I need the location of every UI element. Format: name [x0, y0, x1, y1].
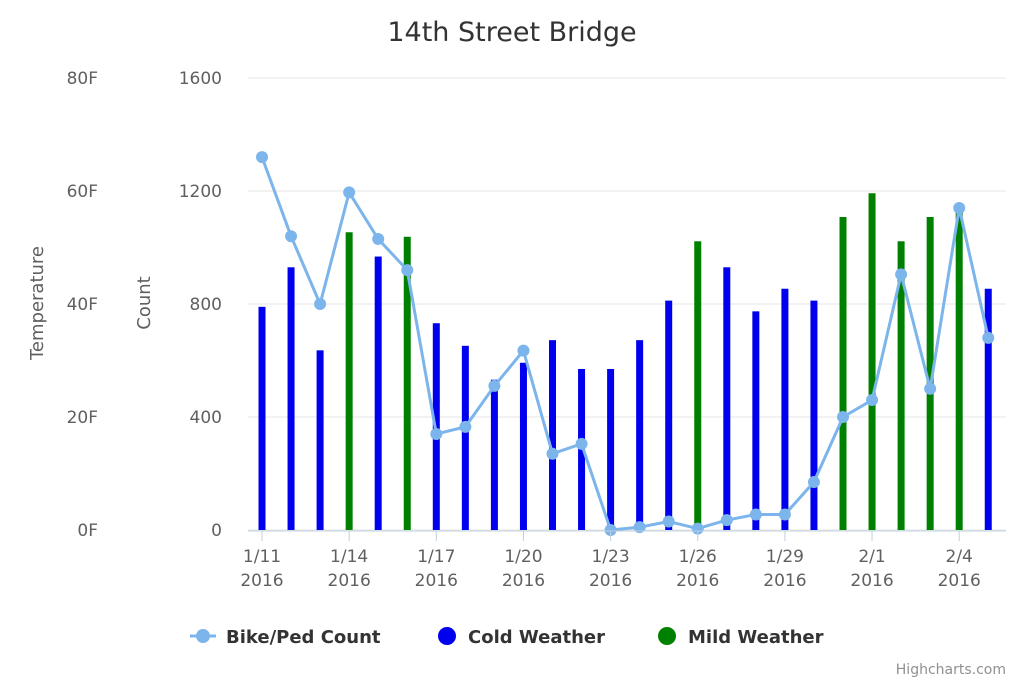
- x-tick-label: 1/17: [417, 547, 455, 567]
- cold-weather-bar: [607, 368, 615, 530]
- bike-ped-count-point: [459, 420, 472, 433]
- temperature-tick-label: 0F: [77, 521, 98, 541]
- temperature-tick-label: 60F: [67, 182, 98, 202]
- credits-link[interactable]: Highcharts.com: [896, 662, 1006, 678]
- x-tick-year-label: 2016: [676, 571, 719, 591]
- bike-ped-count-point: [662, 515, 675, 528]
- gridlines: [248, 77, 1006, 531]
- bike-ped-count-point: [604, 524, 617, 536]
- x-tick-label: 2/1: [858, 547, 885, 567]
- count-tick-label: 400: [190, 408, 222, 428]
- cold-weather-bar: [636, 340, 644, 530]
- bike-ped-count-point: [895, 268, 908, 281]
- cold-weather-bar: [781, 288, 789, 530]
- bike-ped-count-point: [256, 151, 268, 164]
- mild-weather-bar: [926, 216, 934, 531]
- bike-ped-count-point: [314, 298, 327, 310]
- mild-weather-bar: [694, 241, 702, 530]
- x-tick-label: 1/14: [330, 547, 368, 567]
- x-tick-year-label: 2016: [328, 571, 371, 591]
- bike-ped-count-point: [778, 508, 791, 521]
- temperature-tick-label: 40F: [67, 295, 98, 315]
- x-tick-year-label: 2016: [415, 571, 458, 591]
- cold-weather-bar: [549, 340, 556, 530]
- column-series: [258, 193, 992, 531]
- count-axis: 0 400 800 1200 1600: [179, 69, 222, 541]
- cold-weather-bar: [490, 379, 498, 530]
- cold-weather-bar: [258, 306, 266, 530]
- legend-marker-icon: [196, 629, 210, 643]
- bike-ped-count-point: [517, 344, 530, 357]
- legend-item-mild-weather[interactable]: Mild Weather: [688, 627, 824, 648]
- x-tick-label: 1/20: [504, 547, 542, 567]
- cold-weather-bar: [752, 311, 760, 530]
- mild-weather-bar: [345, 232, 353, 530]
- mild-weather-bar: [839, 216, 847, 531]
- mild-weather-bar: [897, 241, 905, 530]
- temperature-tick-label: 80F: [67, 69, 98, 89]
- x-tick-label: 1/29: [766, 547, 804, 567]
- count-tick-label: 1600: [179, 69, 222, 89]
- x-tick-year-label: 2016: [850, 571, 893, 591]
- x-tick-year-label: 2016: [502, 571, 545, 591]
- x-tick-year-label: 2016: [763, 571, 806, 591]
- count-tick-label: 1200: [179, 182, 222, 202]
- bike-ped-count-point: [401, 264, 414, 277]
- bike-ped-count-point: [720, 514, 733, 527]
- bike-ped-count-point: [372, 233, 385, 246]
- x-tick-year-label: 2016: [240, 571, 283, 591]
- bike-ped-count-point: [285, 230, 298, 243]
- bike-ped-count-point: [575, 437, 588, 450]
- count-tick-label: 800: [190, 295, 222, 315]
- temperature-tick-label: 20F: [67, 408, 98, 428]
- cold-weather-bar: [665, 300, 673, 530]
- count-axis-title: Count: [134, 276, 155, 329]
- temperature-axis-title: Temperature: [27, 246, 48, 361]
- bike-ped-count-point: [866, 394, 879, 407]
- x-axis: 1/11 2016 1/14 2016 1/17 2016 1/20 2016 1/23 2016…: [240, 530, 1006, 591]
- cold-weather-bar: [519, 362, 527, 530]
- temperature-axis: 0F 20F 40F 60F 80F: [67, 69, 98, 541]
- cold-weather-bar: [461, 345, 469, 530]
- bike-ped-count-point: [837, 411, 849, 423]
- bike-ped-count-point: [982, 331, 995, 344]
- cold-weather-bar: [316, 350, 324, 530]
- cold-weather-bar: [287, 267, 295, 530]
- legend-item-bike-ped-count[interactable]: Bike/Ped Count: [226, 627, 381, 648]
- cold-weather-bar: [723, 267, 731, 530]
- bike-ped-count-point: [546, 447, 559, 460]
- bike-ped-count-point: [633, 521, 646, 534]
- bike-ped-count-point: [488, 379, 501, 392]
- x-tick-year-label: 2016: [589, 571, 632, 591]
- mild-weather-bar: [955, 205, 963, 530]
- x-tick-label: 2/4: [946, 547, 973, 567]
- bike-ped-count-point: [343, 186, 356, 199]
- x-tick-label: 1/26: [679, 547, 717, 567]
- bike-ped-count-point: [691, 522, 704, 535]
- bike-ped-count-point: [924, 382, 937, 395]
- cold-weather-bar: [984, 288, 992, 530]
- bike-ped-count-point: [807, 475, 820, 488]
- count-tick-label: 0: [211, 521, 222, 541]
- cold-weather-bar: [810, 300, 818, 530]
- legend: Bike/Ped Count Cold Weather Mild Weather: [190, 627, 824, 648]
- x-tick-year-label: 2016: [938, 571, 981, 591]
- x-tick-label: 1/23: [592, 547, 630, 567]
- legend-marker-icon: [658, 627, 676, 645]
- bike-ped-count-point: [749, 508, 762, 521]
- legend-item-cold-weather[interactable]: Cold Weather: [468, 627, 605, 648]
- mild-weather-bar: [868, 193, 876, 530]
- bike-ped-count-point: [953, 201, 966, 214]
- chart-title: 14th Street Bridge: [387, 17, 636, 48]
- legend-marker-icon: [438, 627, 456, 645]
- line-series: [256, 151, 995, 536]
- mild-weather-bar: [403, 236, 411, 530]
- bike-ped-count-point: [430, 427, 443, 440]
- bike-ped-count-line: [260, 156, 990, 532]
- cold-weather-bar: [374, 256, 382, 530]
- x-tick-label: 1/11: [243, 547, 281, 567]
